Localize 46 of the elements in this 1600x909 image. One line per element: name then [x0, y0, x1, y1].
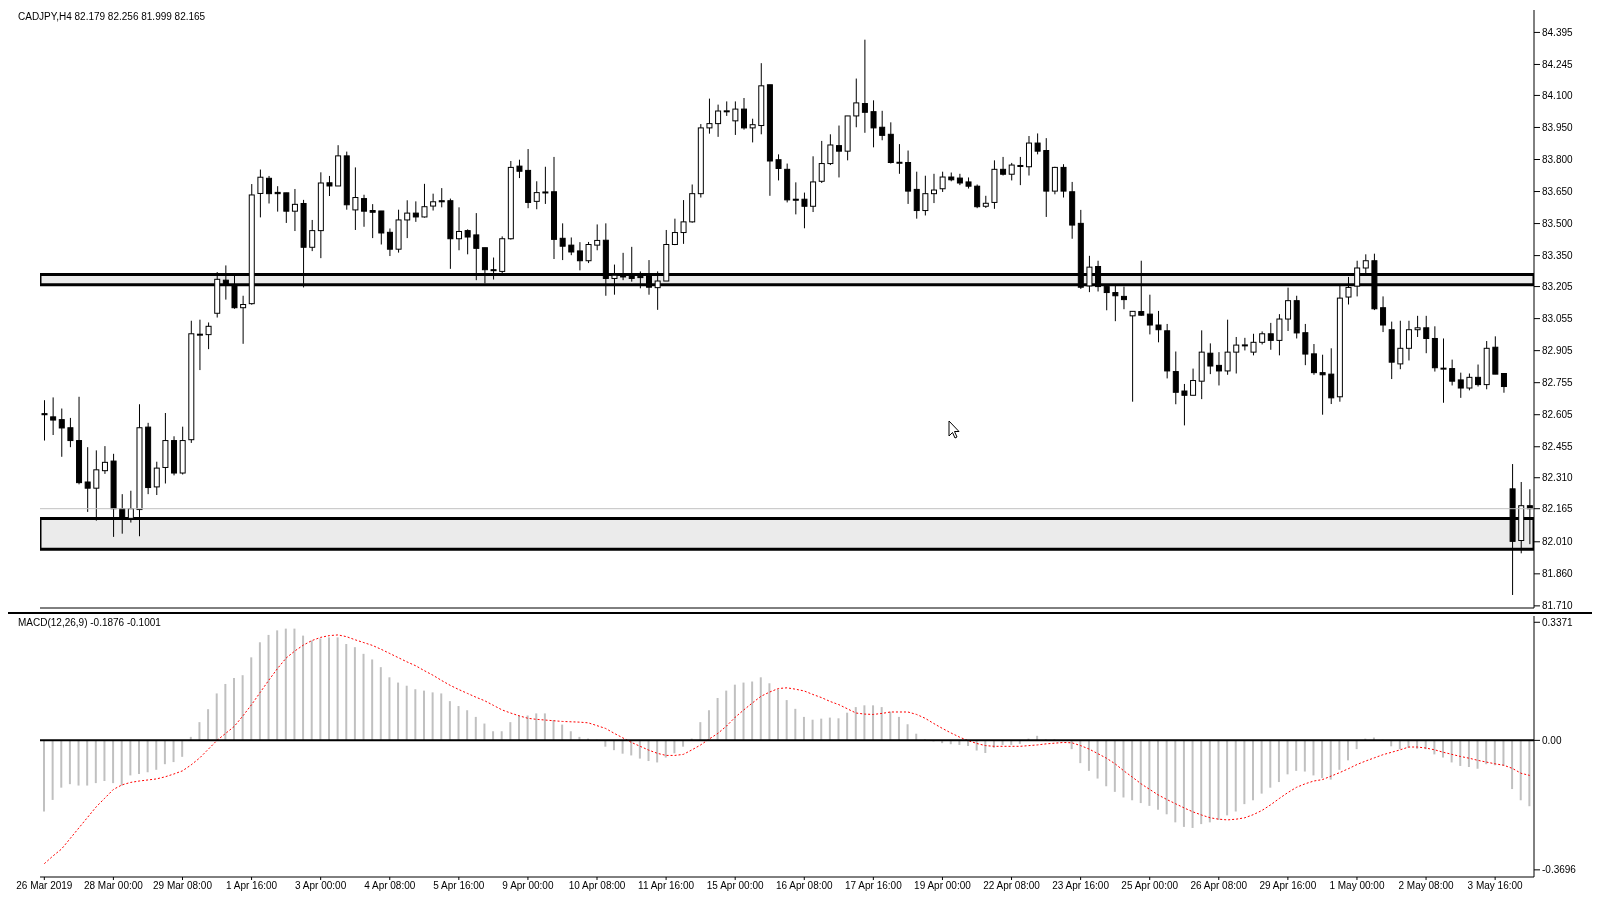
- x-tick-label: 19 Apr 00:00: [914, 880, 972, 892]
- y-tick-label: 0.3371: [1542, 616, 1574, 628]
- y-tick-label: 81.860: [1542, 568, 1574, 580]
- y-tick-label: 82.310: [1542, 472, 1574, 484]
- x-tick-label: 5 Apr 16:00: [433, 880, 485, 892]
- x-tick-label: 22 Apr 08:00: [983, 880, 1041, 892]
- y-tick-label: 82.905: [1542, 345, 1574, 357]
- y-tick-label: 82.165: [1542, 503, 1574, 515]
- x-tick-label: 29 Mar 08:00: [153, 880, 213, 892]
- y-tick-label: 83.500: [1542, 218, 1574, 230]
- chart-title: CADJPY,H4 82.179 82.256 81.999 82.165: [18, 11, 206, 22]
- x-tick-label: 9 Apr 00:00: [502, 880, 554, 892]
- x-tick-label: 28 Mar 00:00: [83, 880, 144, 892]
- x-tick-label: 2 May 08:00: [1398, 880, 1454, 892]
- x-tick-label: 16 Apr 08:00: [775, 880, 834, 892]
- x-tick-label: 1 Apr 16:00: [226, 880, 278, 892]
- y-tick-label: 83.650: [1542, 186, 1574, 198]
- x-tick-label: 25 Apr 00:00: [1121, 880, 1179, 892]
- x-tick-label: 3 Apr 00:00: [295, 880, 347, 892]
- x-tick-label: 4 Apr 08:00: [364, 880, 416, 892]
- x-tick-label: 3 May 16:00: [1467, 880, 1524, 892]
- x-tick-label: 10 Apr 08:00: [568, 880, 626, 892]
- x-tick-label: 11 Apr 16:00: [638, 880, 695, 892]
- y-tick-label: 0.00: [1542, 734, 1562, 746]
- y-tick-label: 84.245: [1542, 59, 1574, 71]
- y-tick-label: 83.950: [1542, 122, 1574, 134]
- y-tick-label: 82.455: [1542, 441, 1574, 453]
- y-tick-label: 83.055: [1542, 313, 1574, 325]
- x-tick-label: 29 Apr 16:00: [1259, 880, 1317, 892]
- y-tick-label: 81.710: [1542, 600, 1574, 612]
- y-tick-label: 82.010: [1542, 536, 1574, 548]
- y-tick-label: 84.100: [1542, 89, 1574, 101]
- x-tick-label: 26 Mar 2019: [16, 880, 73, 892]
- x-tick-label: 1 May 00:00: [1329, 880, 1385, 892]
- y-tick-label: -0.3696: [1542, 864, 1577, 876]
- y-tick-label: 83.205: [1542, 281, 1574, 293]
- x-tick-label: 15 Apr 00:00: [706, 880, 764, 892]
- y-tick-label: 83.800: [1542, 154, 1574, 166]
- x-tick-label: 17 Apr 16:00: [845, 880, 903, 892]
- y-tick-label: 84.395: [1542, 26, 1574, 38]
- x-tick-label: 23 Apr 16:00: [1052, 880, 1110, 892]
- y-tick-label: 82.605: [1542, 409, 1574, 421]
- y-tick-label: 83.350: [1542, 250, 1574, 262]
- x-tick-label: 26 Apr 08:00: [1190, 880, 1248, 892]
- chart-title: MACD(12,26,9) -0.1876 -0.1001: [18, 617, 161, 628]
- y-tick-label: 82.755: [1542, 377, 1574, 389]
